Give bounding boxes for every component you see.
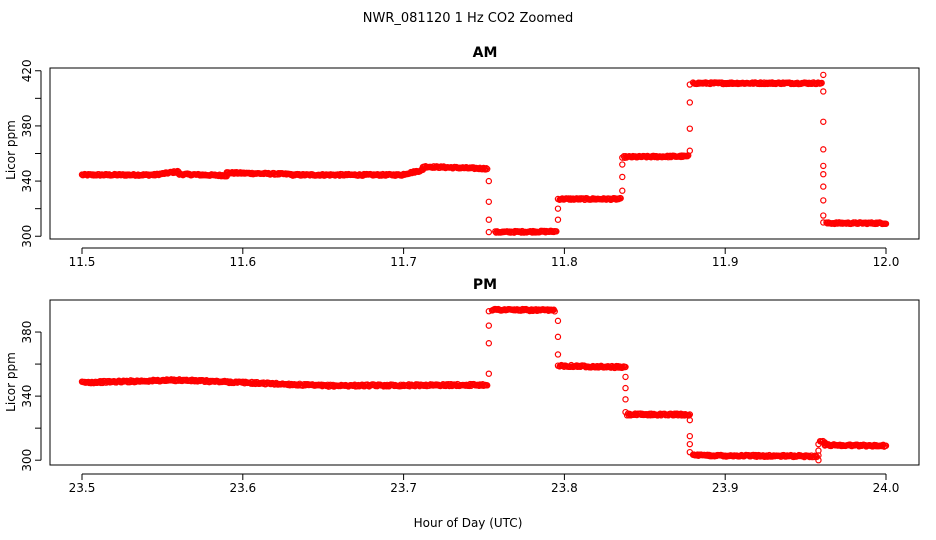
- y-tick-label: 340: [20, 170, 34, 193]
- transition-point: [485, 216, 493, 223]
- transition-point: [485, 370, 493, 377]
- x-tick-label: 11.6: [229, 255, 256, 269]
- data-point: [617, 195, 624, 202]
- y-tick-label: 300: [20, 225, 34, 248]
- data-point: [484, 165, 491, 173]
- x-tick-label: 23.8: [551, 481, 578, 495]
- transition-point: [622, 373, 629, 381]
- transition-point: [485, 228, 493, 236]
- transition-point: [820, 71, 827, 79]
- figure-x-label: Hour of Day (UTC): [414, 516, 523, 530]
- x-tick-label: 23.9: [712, 481, 739, 495]
- x-tick-label: 24.0: [873, 481, 900, 495]
- x-tick-label: 11.5: [69, 255, 96, 269]
- transition-point: [686, 99, 694, 106]
- transition-point: [686, 440, 694, 448]
- transition-point: [820, 146, 827, 153]
- data-point: [818, 79, 825, 87]
- transition-point: [686, 81, 694, 88]
- transition-point: [554, 205, 562, 212]
- panel-pm-y-label: Licor ppm: [4, 352, 18, 412]
- transition-point: [820, 197, 827, 204]
- transition-point: [686, 416, 694, 424]
- transition-point: [820, 88, 827, 95]
- transition-point: [554, 362, 562, 369]
- transition-point: [554, 317, 562, 325]
- transition-point: [485, 340, 493, 347]
- panel-am-y-axis: 300 340 380 420: [20, 59, 42, 248]
- y-tick-label: 420: [20, 59, 34, 82]
- x-tick-label: 23.7: [390, 481, 417, 495]
- transition-point: [619, 187, 626, 194]
- panel-am: AM Licor ppm 11.5 11.6 11.7 11.8 11.9 12.0 30…: [4, 45, 920, 269]
- transition-point: [619, 161, 626, 168]
- data-point: [813, 453, 821, 461]
- figure-title: NWR_081120 1 Hz CO2 Zoomed: [363, 11, 573, 26]
- panel-am-frame: [49, 67, 920, 240]
- y-tick-label: 380: [20, 114, 34, 137]
- transition-point: [815, 440, 822, 448]
- panel-am-x-axis: 11.5 11.6 11.7 11.8 11.9 12.0: [69, 247, 900, 269]
- transition-point: [554, 195, 562, 203]
- x-tick-label: 11.9: [712, 255, 739, 269]
- y-tick-label: 380: [20, 321, 34, 344]
- x-tick-label: 23.5: [69, 481, 96, 495]
- panel-pm-title: PM: [473, 277, 497, 293]
- y-tick-label: 340: [20, 385, 34, 408]
- panel-am-y-label: Licor ppm: [4, 120, 18, 180]
- transition-point: [820, 162, 827, 170]
- data-point: [553, 228, 560, 235]
- transition-point: [622, 408, 629, 416]
- data-point: [484, 382, 491, 389]
- panel-pm-y-axis: 300 340 380: [20, 321, 42, 472]
- transition-point: [815, 447, 822, 454]
- transition-point: [622, 384, 629, 392]
- transition-point: [686, 448, 694, 456]
- transition-point: [686, 147, 694, 154]
- transition-point: [619, 154, 626, 161]
- data-point: [483, 165, 490, 172]
- transition-point: [485, 177, 493, 185]
- panel-pm: PM Licor ppm 23.5 23.6 23.7 23.8 23.9 24.0 30…: [4, 277, 920, 495]
- data-point: [622, 363, 629, 371]
- transition-point: [820, 212, 827, 219]
- panel-am-points: [78, 71, 890, 236]
- data-point: [551, 308, 558, 315]
- x-tick-label: 11.7: [390, 255, 417, 269]
- transition-point: [820, 183, 827, 190]
- data-point: [882, 442, 890, 449]
- transition-point: [820, 219, 827, 226]
- transition-point: [485, 198, 493, 205]
- transition-point: [485, 308, 493, 315]
- transition-point: [554, 216, 562, 223]
- transition-point: [485, 322, 493, 329]
- transition-point: [686, 125, 694, 132]
- panel-pm-x-axis: 23.5 23.6 23.7 23.8 23.9 24.0: [69, 473, 900, 495]
- transition-point: [820, 170, 827, 178]
- transition-point: [554, 351, 562, 358]
- transition-point: [622, 396, 629, 403]
- x-tick-label: 11.8: [551, 255, 578, 269]
- transition-point: [619, 173, 626, 181]
- transition-point: [686, 432, 694, 440]
- x-tick-label: 23.6: [229, 481, 256, 495]
- panel-pm-points: [78, 305, 890, 464]
- data-point: [882, 220, 890, 227]
- panel-am-title: AM: [473, 45, 498, 61]
- transition-point: [554, 333, 562, 341]
- x-tick-label: 12.0: [873, 255, 900, 269]
- transition-point: [820, 118, 827, 125]
- panel-pm-frame: [49, 299, 920, 466]
- y-tick-label: 300: [20, 449, 34, 472]
